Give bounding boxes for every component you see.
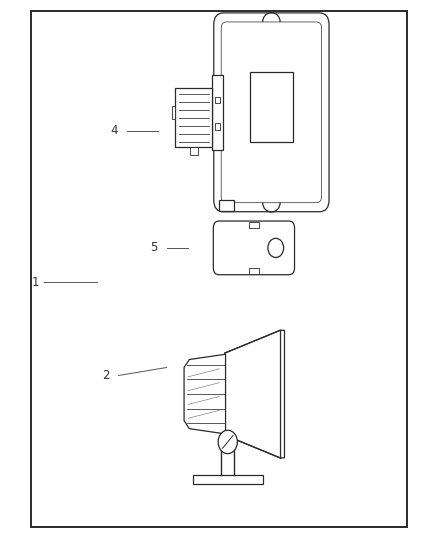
Polygon shape — [225, 330, 285, 458]
Bar — [190, 147, 198, 155]
Bar — [193, 475, 263, 484]
Text: 5: 5 — [150, 241, 157, 254]
FancyBboxPatch shape — [213, 221, 294, 274]
Circle shape — [218, 430, 237, 454]
Bar — [249, 222, 259, 228]
Circle shape — [268, 238, 284, 257]
Bar — [212, 75, 223, 150]
Bar — [31, 11, 407, 527]
Bar — [250, 72, 293, 142]
Bar — [219, 200, 234, 211]
Text: 4: 4 — [110, 124, 118, 138]
Bar — [175, 88, 212, 147]
Bar — [249, 268, 259, 274]
FancyBboxPatch shape — [214, 13, 329, 212]
Bar — [172, 106, 175, 119]
FancyBboxPatch shape — [221, 22, 321, 203]
Text: 2: 2 — [102, 369, 109, 382]
Bar — [215, 124, 220, 130]
Text: 1: 1 — [32, 276, 39, 289]
Bar — [215, 97, 220, 103]
Polygon shape — [184, 354, 226, 434]
